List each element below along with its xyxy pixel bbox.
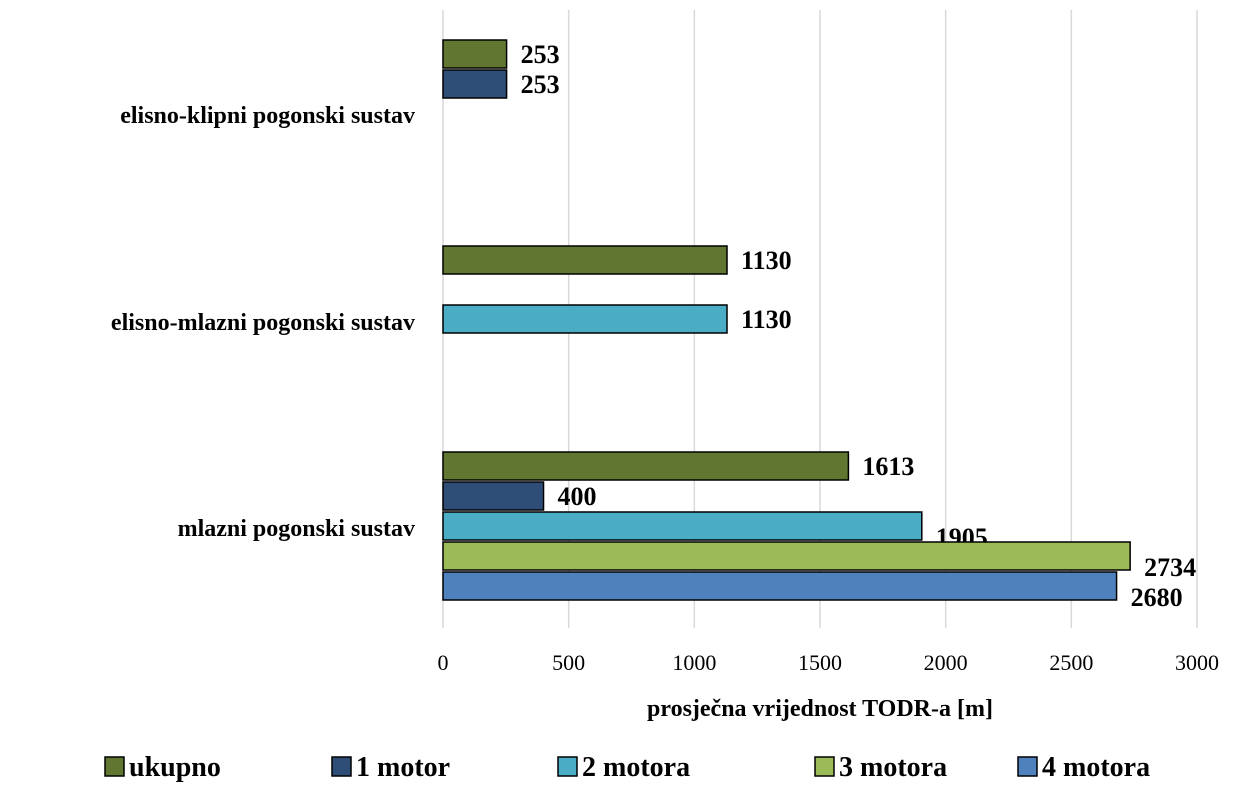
x-tick-label: 2500 (1049, 650, 1093, 675)
x-axis-ticks: 0 500 1000 1500 2000 2500 3000 (438, 650, 1220, 675)
bar-2-motora (442, 304, 728, 334)
data-label: 2734 (1144, 553, 1196, 582)
x-tick-label: 0 (438, 650, 449, 675)
category-label: elisno-klipni pogonski sustav (120, 103, 415, 129)
x-axis-title: prosječna vrijednost TODR-a [m] (647, 696, 993, 722)
legend-item: 4 motora (1017, 752, 1150, 783)
bar-1-motor (442, 481, 545, 511)
bar-3-motora (442, 541, 1131, 571)
legend-swatch (331, 756, 352, 777)
data-label: 2680 (1131, 583, 1183, 612)
bar-2-motora (442, 511, 923, 541)
x-tick-label: 1500 (798, 650, 842, 675)
bar-4-motora (442, 571, 1118, 601)
legend-item: ukupno (104, 752, 221, 783)
legend-swatch (1017, 756, 1038, 777)
legend-label: ukupno (129, 752, 221, 783)
category-label: mlazni pogonski sustav (178, 516, 415, 542)
category-labels: elisno-klipni pogonski sustav elisno-mlaz… (111, 103, 415, 542)
legend-swatch (814, 756, 835, 777)
x-tick-label: 1000 (672, 650, 716, 675)
x-tick-label: 3000 (1175, 650, 1219, 675)
data-label: 253 (521, 70, 560, 99)
legend: ukupno 1 motor 2 motora 3 motora 4 motora (104, 752, 1150, 783)
category-label: elisno-mlazni pogonski sustav (111, 310, 415, 336)
data-label: 400 (558, 482, 597, 511)
legend-label: 3 motora (839, 752, 947, 783)
legend-item: 3 motora (814, 752, 947, 783)
legend-swatch (104, 756, 125, 777)
legend-item: 2 motora (557, 752, 690, 783)
legend-label: 2 motora (582, 752, 690, 783)
data-label: 1130 (741, 305, 792, 334)
x-tick-label: 2000 (924, 650, 968, 675)
legend-item: 1 motor (331, 752, 450, 783)
x-tick-label: 500 (552, 650, 585, 675)
legend-label: 4 motora (1042, 752, 1150, 783)
bar-1-motor (442, 69, 508, 99)
data-label: 253 (521, 40, 560, 69)
data-label: 1613 (862, 452, 914, 481)
bar-ukupno (442, 245, 728, 275)
bar-ukupno (442, 451, 850, 481)
bar-ukupno (442, 39, 508, 69)
data-label: 1130 (741, 246, 792, 275)
legend-label: 1 motor (356, 752, 450, 783)
legend-swatch (557, 756, 578, 777)
